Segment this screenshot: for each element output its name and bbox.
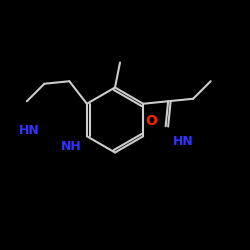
Text: O: O: [145, 114, 157, 128]
Text: HN: HN: [18, 124, 39, 136]
Text: HN: HN: [174, 135, 194, 148]
Text: NH: NH: [61, 140, 82, 153]
